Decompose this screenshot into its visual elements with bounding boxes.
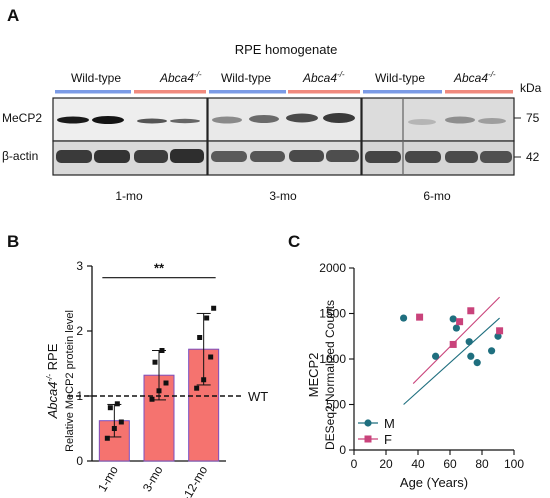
data-point xyxy=(208,354,214,360)
fit-line-M xyxy=(403,317,500,405)
panel-c-xlabel: Age (Years) xyxy=(400,475,468,490)
y-tick-label: 0 xyxy=(76,454,83,468)
mecp2-blot xyxy=(52,97,515,142)
group1-ko-bar xyxy=(134,90,206,94)
actin-row-label: β-actin xyxy=(2,149,38,163)
mecp2-row-label: MeCP2 xyxy=(2,111,42,125)
panel-a: A RPE homogenate Wild-type Abca4-/- Wild… xyxy=(2,6,542,203)
point-F xyxy=(467,307,475,315)
data-point xyxy=(118,419,124,425)
data-point xyxy=(149,396,155,402)
panel-c-axes: 0 500 1000 1500 2000 0 20 40 60 80 100 xyxy=(319,261,524,471)
data-point xyxy=(197,335,203,340)
y-tick-label: 500 xyxy=(326,398,346,412)
panel-a-letter: A xyxy=(7,6,19,25)
panel-c-fit-lines xyxy=(403,296,500,405)
fit-line-F xyxy=(412,296,500,384)
panel-b-ylabel-line2: Relative MeCP2 protein level xyxy=(64,310,76,452)
y-tick-label: 1500 xyxy=(319,307,346,321)
point-M xyxy=(494,332,502,340)
panel-c-letter: C xyxy=(288,232,300,251)
y-tick-label: 3 xyxy=(76,259,83,273)
x-tick-label: 20 xyxy=(379,457,393,471)
kda-label: kDa xyxy=(520,81,542,95)
data-point xyxy=(159,348,165,353)
data-point xyxy=(194,385,200,391)
panel-b-points xyxy=(104,305,217,441)
bar-6-12-mo xyxy=(188,348,220,462)
point-F xyxy=(496,327,504,335)
panel-a-title: RPE homogenate xyxy=(235,42,338,57)
actin-blot xyxy=(52,140,515,176)
group1-wt-label: Wild-type xyxy=(71,71,121,85)
data-point xyxy=(152,359,158,365)
legend-label-F: F xyxy=(384,432,392,447)
x-tick-label: 80 xyxy=(475,457,489,471)
group2-wt-label: Wild-type xyxy=(221,71,271,85)
data-point xyxy=(107,405,113,411)
panel-b-bars: 1-mo 3-mo 6-12-mo xyxy=(95,312,220,498)
point-F xyxy=(456,318,464,326)
point-M xyxy=(473,359,481,367)
y-tick-label: 1000 xyxy=(319,352,346,366)
group3-ko-bar xyxy=(445,90,513,94)
group1-wt-bar xyxy=(55,90,131,94)
group3-wt-label: Wild-type xyxy=(375,71,425,85)
point-M xyxy=(467,352,475,360)
data-point xyxy=(211,305,217,311)
y-tick-label: 2000 xyxy=(319,261,346,275)
data-point xyxy=(163,380,169,386)
data-point xyxy=(114,401,120,407)
panel-b: B Abca4-/- RPE Relative MeCP2 protein le… xyxy=(7,232,268,498)
x-tick-label: 60 xyxy=(443,457,457,471)
x-tick-label-3-mo: 3-mo xyxy=(140,463,166,494)
panel-c-ylabel-line1: MECP2 xyxy=(306,353,321,398)
panel-b-ylabel-line1: Abca4-/- RPE xyxy=(45,343,60,419)
y-tick-label: 0 xyxy=(339,443,346,457)
legend-marker-M xyxy=(364,419,372,427)
point-M xyxy=(449,315,457,323)
x-tick-label-1-mo: 1-mo xyxy=(95,463,121,494)
group2-wt-bar xyxy=(209,90,286,94)
marker-75-label: 75 xyxy=(526,111,540,125)
data-point xyxy=(204,315,210,321)
point-M xyxy=(465,338,473,346)
panel-c-legend: MF xyxy=(358,416,395,447)
group1-ko-label: Abca4-/- xyxy=(159,70,202,85)
point-M xyxy=(488,347,496,355)
x-tick-label-6-12-mo: 6-12-mo xyxy=(176,463,211,498)
point-M xyxy=(400,314,408,322)
data-point xyxy=(156,388,162,394)
data-point xyxy=(104,435,110,441)
group2-ko-label: Abca4-/- xyxy=(302,70,345,85)
x-tick-label: 40 xyxy=(411,457,425,471)
group2-ko-bar xyxy=(288,90,360,94)
point-M xyxy=(452,324,460,332)
x-tick-label: 0 xyxy=(351,457,358,471)
panel-b-letter: B xyxy=(7,232,19,251)
y-tick-label: 2 xyxy=(76,324,83,338)
age-label-1mo: 1-mo xyxy=(115,189,143,203)
data-point xyxy=(201,377,207,383)
age-label-6mo: 6-mo xyxy=(423,189,451,203)
point-F xyxy=(416,313,424,321)
significance-label: ** xyxy=(154,261,165,276)
data-point xyxy=(111,426,117,431)
bar-1-mo xyxy=(98,420,130,462)
point-F xyxy=(449,340,457,348)
panel-c: C MECP2 DESeq2 Normalized Counts Age (Ye… xyxy=(288,232,524,490)
panel-c-ylabel-line2: DESeq2 Normalized Counts xyxy=(323,300,337,450)
x-tick-label: 100 xyxy=(504,457,524,471)
panel-c-points xyxy=(400,307,504,367)
marker-42-label: 42 xyxy=(526,150,540,164)
legend-marker-F xyxy=(364,435,372,443)
point-M xyxy=(432,352,440,360)
wt-reference-label: WT xyxy=(248,389,268,404)
age-label-3mo: 3-mo xyxy=(269,189,297,203)
group3-wt-bar xyxy=(363,90,442,94)
legend-label-M: M xyxy=(384,416,395,431)
group3-ko-label: Abca4-/- xyxy=(453,70,496,85)
